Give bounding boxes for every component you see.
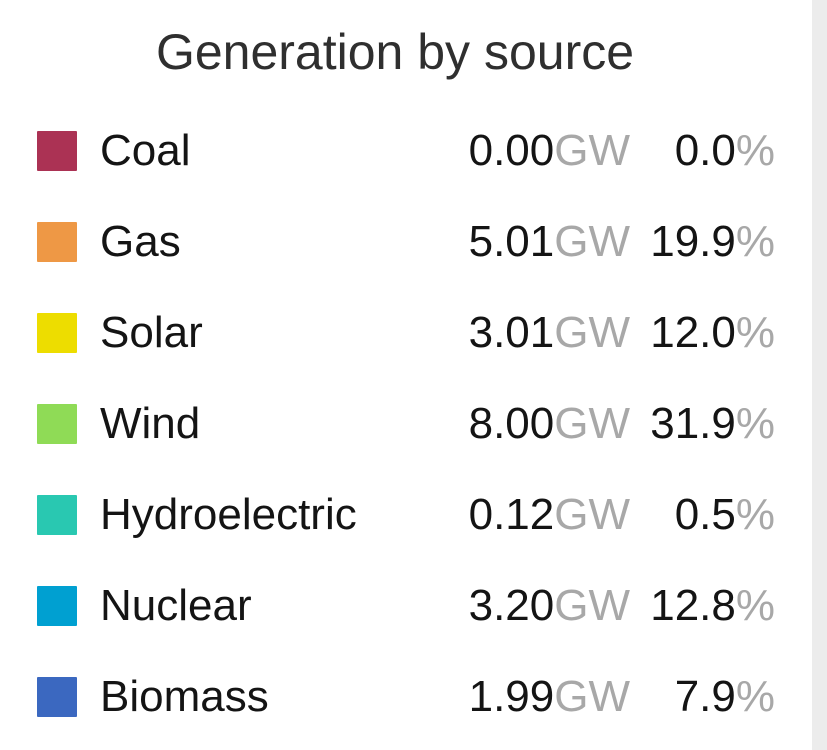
gw-unit: GW: [554, 399, 630, 448]
source-row-solar: Solar 3.01GW 12.0%: [37, 308, 775, 357]
percent-unit: %: [735, 308, 775, 357]
percent-unit: %: [735, 399, 775, 448]
panel-title: Generation by source: [155, 24, 635, 80]
gw-unit: GW: [554, 217, 630, 266]
gw-value: 5.01GW: [468, 217, 630, 266]
gw-value: 0.00GW: [468, 126, 630, 175]
source-row-gas: Gas 5.01GW 19.9%: [37, 217, 775, 266]
gw-value: 0.12GW: [468, 490, 630, 539]
percent-value: 19.9%: [650, 217, 775, 266]
source-list: Coal 0.00GW 0.0% Gas 5.01GW 19.9% Solar …: [37, 126, 775, 750]
coal-color-swatch: [37, 131, 77, 171]
source-label: Biomass: [100, 672, 269, 721]
scrollbar-track[interactable]: [812, 0, 827, 750]
percent-value: 12.8%: [650, 581, 775, 630]
source-label: Hydroelectric: [100, 490, 357, 539]
percent-value: 31.9%: [650, 399, 775, 448]
gw-unit: GW: [554, 126, 630, 175]
gw-unit: GW: [554, 490, 630, 539]
percent-value: 0.0%: [674, 126, 775, 175]
gas-color-swatch: [37, 222, 77, 262]
nuclear-color-swatch: [37, 586, 77, 626]
source-row-nuclear: Nuclear 3.20GW 12.8%: [37, 581, 775, 630]
source-row-coal: Coal 0.00GW 0.0%: [37, 126, 775, 175]
percent-value: 12.0%: [650, 308, 775, 357]
gw-value: 1.99GW: [468, 672, 630, 721]
percent-value: 7.9%: [674, 672, 775, 721]
percent-value: 0.5%: [674, 490, 775, 539]
source-row-wind: Wind 8.00GW 31.9%: [37, 399, 775, 448]
gw-value: 3.20GW: [468, 581, 630, 630]
source-label: Coal: [100, 126, 191, 175]
gw-unit: GW: [554, 672, 630, 721]
gw-unit: GW: [554, 581, 630, 630]
source-row-hydroelectric: Hydroelectric 0.12GW 0.5%: [37, 490, 775, 539]
gw-unit: GW: [554, 308, 630, 357]
source-label: Wind: [100, 399, 201, 448]
source-label: Nuclear: [100, 581, 252, 630]
biomass-color-swatch: [37, 677, 77, 717]
source-label: Gas: [100, 217, 181, 266]
wind-color-swatch: [37, 404, 77, 444]
percent-unit: %: [735, 672, 775, 721]
percent-unit: %: [735, 126, 775, 175]
percent-unit: %: [735, 581, 775, 630]
source-row-biomass: Biomass 1.99GW 7.9%: [37, 672, 775, 721]
gw-value: 3.01GW: [468, 308, 630, 357]
hydroelectric-color-swatch: [37, 495, 77, 535]
percent-unit: %: [735, 217, 775, 266]
source-label: Solar: [100, 308, 203, 357]
solar-color-swatch: [37, 313, 77, 353]
generation-by-source-panel: Generation by source Coal 0.00GW 0.0% Ga…: [0, 0, 790, 721]
gw-value: 8.00GW: [468, 399, 630, 448]
percent-unit: %: [735, 490, 775, 539]
